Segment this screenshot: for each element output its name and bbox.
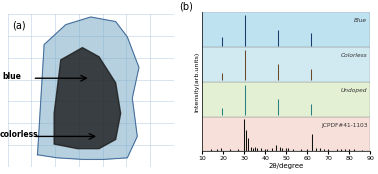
Text: blue: blue (3, 72, 22, 81)
Polygon shape (54, 48, 121, 149)
Bar (202, 117, 370, 151)
Bar (202, 12, 370, 47)
Text: JCPDF#41-1103: JCPDF#41-1103 (321, 123, 367, 128)
Text: Colorless: Colorless (341, 53, 367, 58)
Bar (202, 47, 370, 82)
Text: colorless: colorless (0, 130, 38, 139)
X-axis label: 2θ/degree: 2θ/degree (269, 163, 304, 169)
Text: Blue: Blue (354, 18, 367, 23)
Bar (202, 82, 370, 117)
Text: (a): (a) (12, 20, 26, 30)
Y-axis label: Intensity(arb.units): Intensity(arb.units) (194, 52, 200, 112)
Text: Undoped: Undoped (341, 88, 367, 93)
Text: (b): (b) (179, 1, 192, 11)
Polygon shape (37, 17, 139, 159)
